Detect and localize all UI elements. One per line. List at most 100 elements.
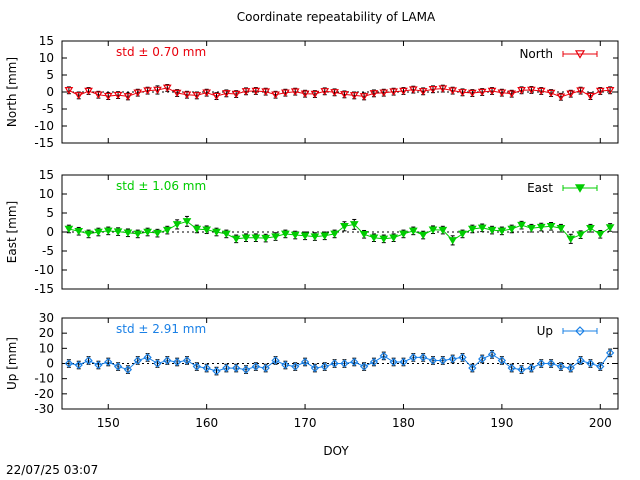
data-point [418,231,428,240]
data-point [143,87,152,95]
data-point [359,231,369,239]
data-point [133,89,143,97]
data-point [448,354,457,364]
data-point [517,365,526,374]
data-point [468,89,477,98]
data-point [202,89,212,97]
legend-marker [574,50,586,59]
data-point [281,360,290,370]
data-point [418,88,428,96]
data-point [143,353,152,362]
x-tick-label: 150 [97,416,120,430]
data-point [84,356,93,365]
data-point [300,232,310,240]
data-point [409,353,418,362]
x-tick-label: 190 [490,416,513,430]
x-tick-label: 200 [589,416,612,430]
data-point [330,230,339,239]
data-point [379,351,388,361]
north-panel: 15 10 5 0 -5 -10 -15 North [mm] std ± 0.70 mm Nor… [5,34,619,150]
data-point [113,91,123,100]
data-point [497,89,507,97]
data-point [340,359,349,368]
legend-marker [574,184,586,193]
std-label: std ± 1.06 mm [116,179,206,193]
data-point [133,356,142,365]
data-point [310,233,320,241]
y-tick-label: -20 [34,387,54,401]
y-tick-label: 0 [46,225,54,239]
data-point [507,363,516,373]
y-tick-label: -15 [34,136,54,150]
data-point [605,348,615,358]
y-tick-label: 20 [39,326,54,340]
data-point [566,363,575,373]
series-line [68,352,611,372]
data-point [212,228,221,237]
data-point [605,224,615,232]
data-point [153,229,162,238]
data-point [359,362,369,371]
data-point [123,229,133,237]
data-point [527,224,536,233]
data-point [74,360,83,370]
data-point [537,359,546,368]
data-point [271,91,280,99]
x-tick-label: 170 [294,416,317,430]
data-point [428,226,438,234]
y-tick-label: -10 [34,119,54,133]
data-point [163,356,172,365]
data-point [271,356,280,365]
data-point [389,88,398,96]
data-point [477,224,487,232]
y-tick-label: 0 [46,357,54,371]
data-point [241,234,251,242]
data-point [192,362,201,371]
data-point [74,228,84,236]
legend-marker [575,326,585,336]
data-point [290,88,300,96]
data-point [408,86,418,94]
data-point [419,353,428,362]
data-point [369,357,379,367]
data-point [438,85,448,93]
data-point [231,90,241,99]
data-point [94,228,103,237]
data-point [595,87,605,96]
data-point [546,223,556,231]
data-point [162,226,172,235]
data-point [300,90,310,98]
data-point [379,235,389,243]
data-point [261,88,271,96]
data-point [290,231,300,240]
data-point [320,232,330,240]
data-point [143,228,152,237]
data-point [64,87,74,95]
data-point [349,221,359,229]
data-point [271,233,280,241]
data-point [428,86,438,94]
legend-label: Up [537,324,553,338]
x-axis-label: DOY [323,444,349,458]
data-point [566,235,576,243]
data-point [517,221,526,230]
data-point [517,87,526,95]
data-point [64,225,74,234]
std-label: std ± 0.70 mm [116,45,206,59]
east-panel: 15 10 5 0 -5 -10 -15 East [mm] std ± 1.06 mm East [5,168,619,296]
data-point [399,87,408,96]
y-tick-label: 5 [46,206,54,220]
timestamp: 22/07/25 03:07 [6,463,98,477]
data-point [182,356,192,365]
data-point [221,230,231,239]
data-point [310,90,320,99]
data-point [478,354,487,364]
data-point [399,357,408,367]
data-point [103,227,113,236]
data-point [64,359,74,368]
y-tick-label: 10 [39,341,54,355]
y-tick-label: 30 [39,311,54,325]
data-point [172,89,182,98]
data-point [251,234,261,242]
y-tick-label: -5 [42,244,54,258]
